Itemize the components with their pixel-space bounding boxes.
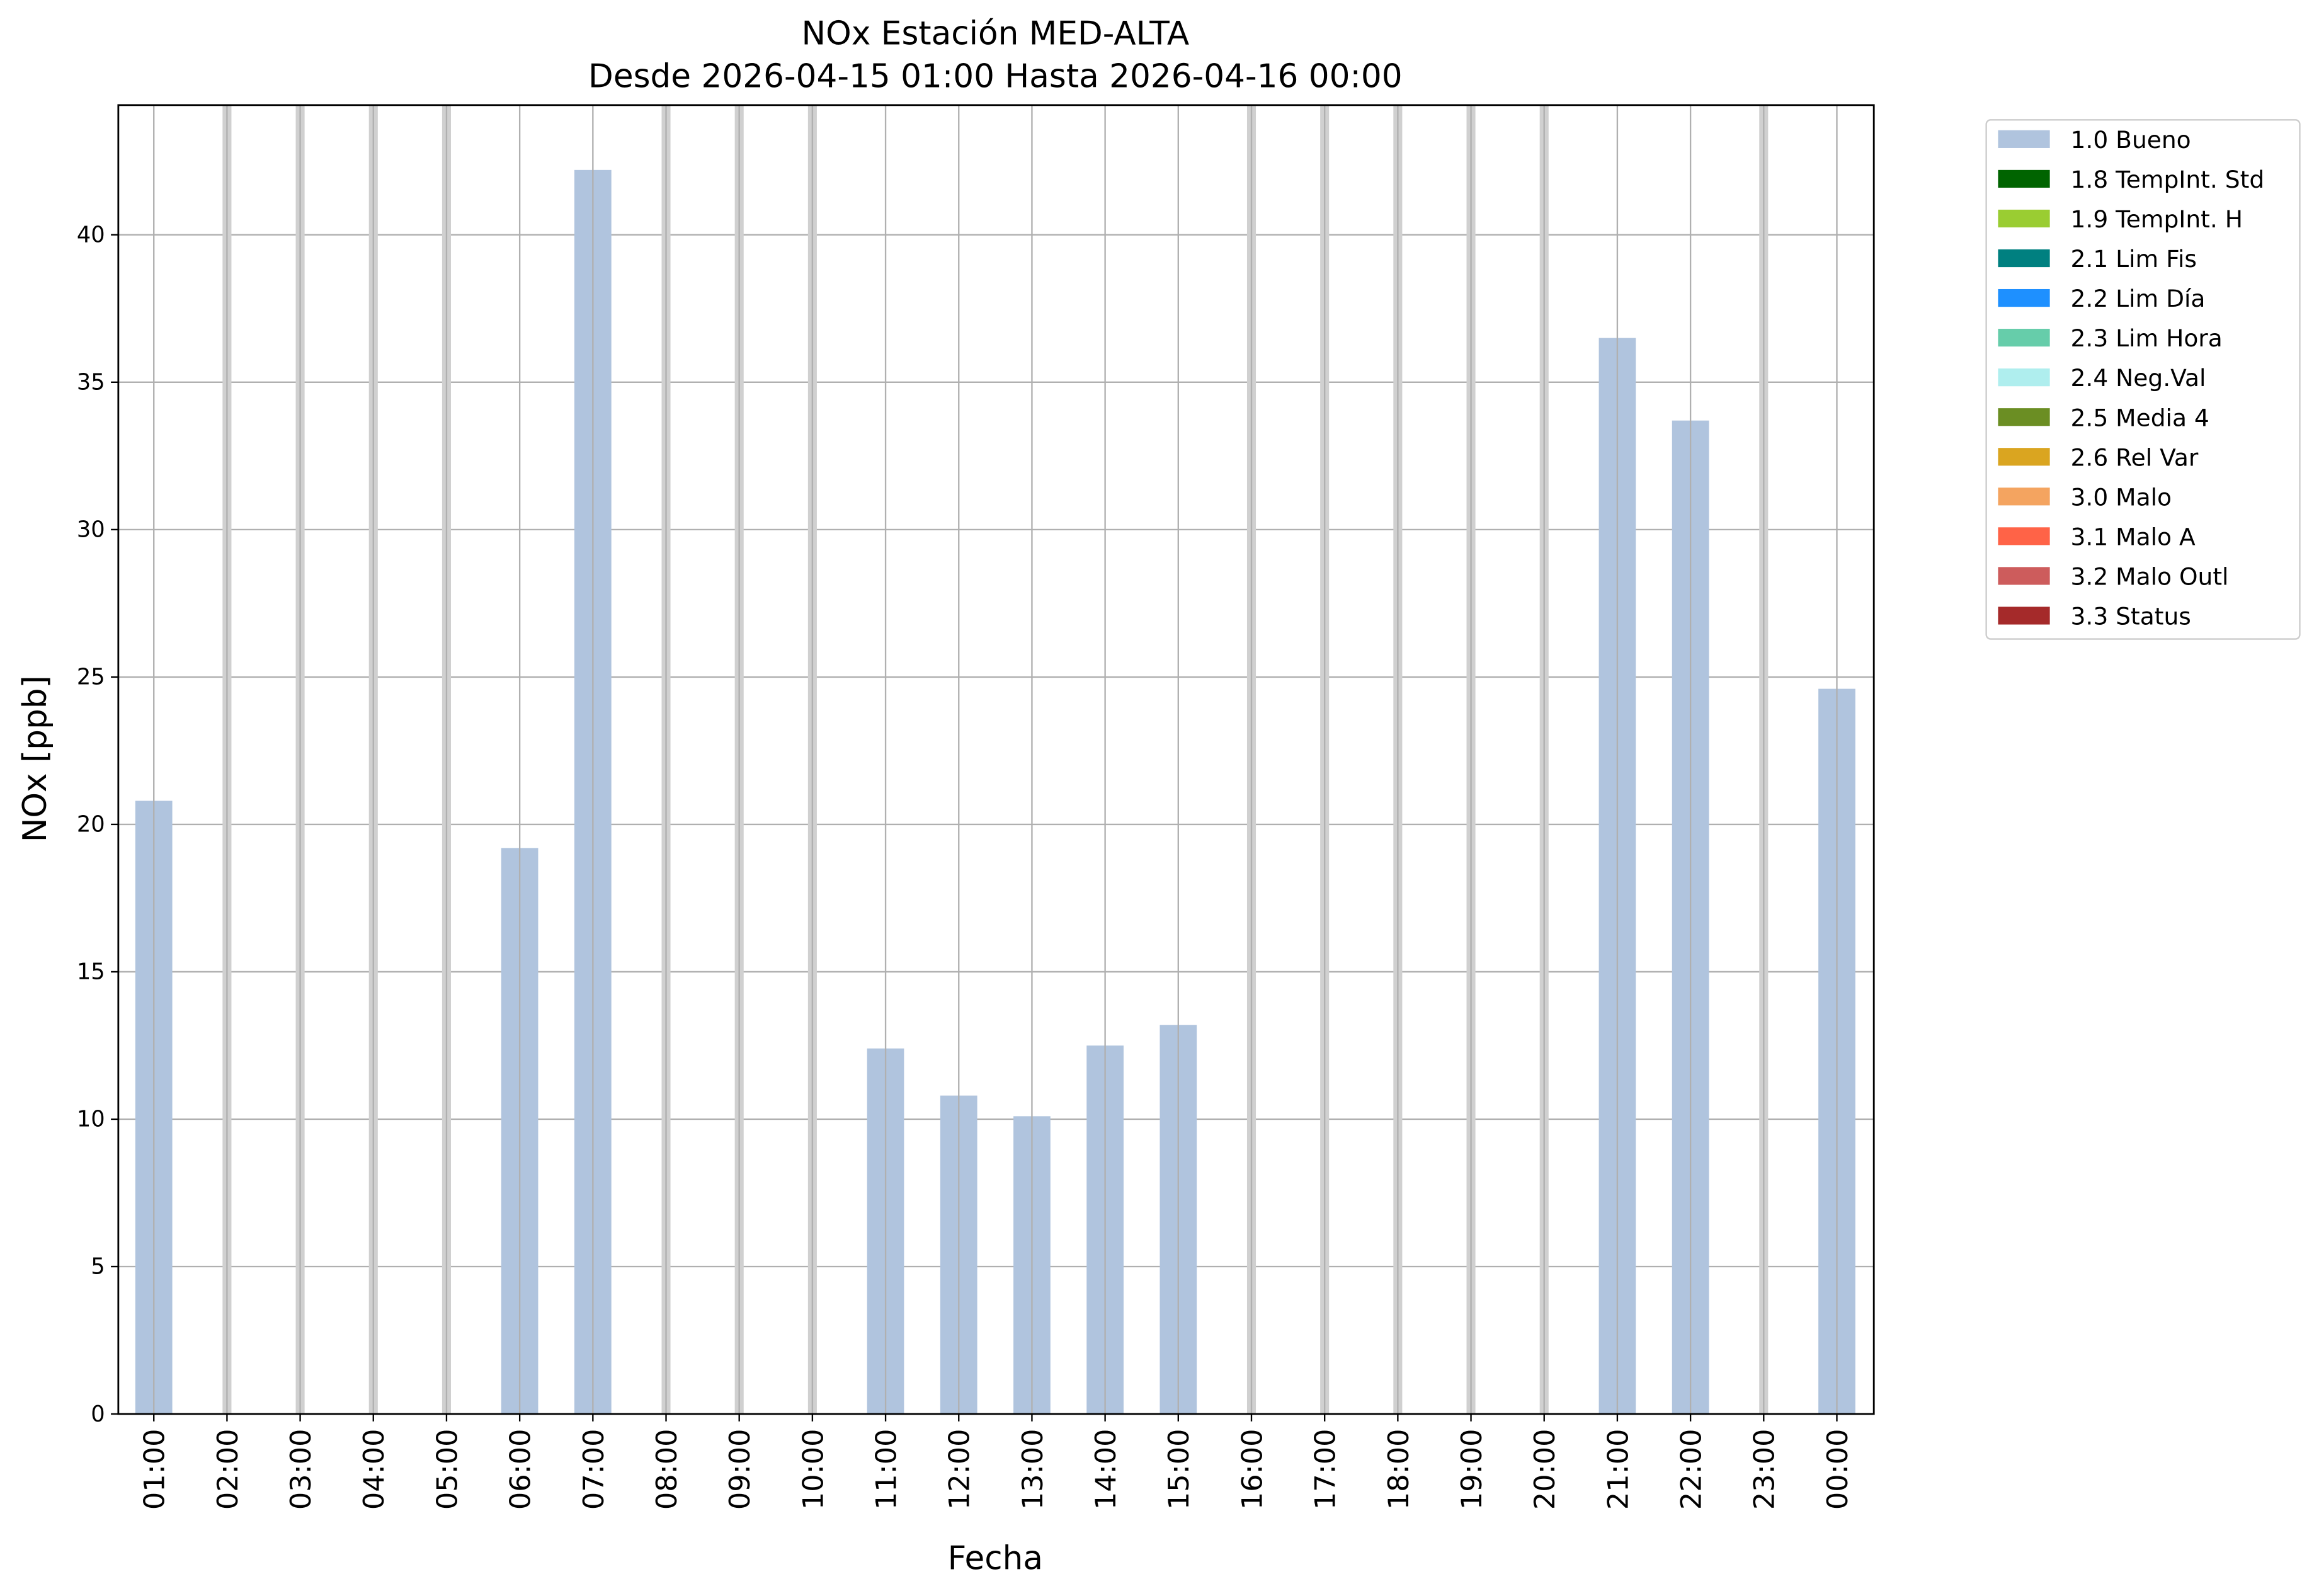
legend-label: 2.6 Rel Var (2071, 443, 2199, 471)
x-tick-label: 15:00 (1163, 1429, 1195, 1510)
x-tick-label: 01:00 (139, 1429, 171, 1510)
legend-label: 1.0 Bueno (2071, 126, 2191, 154)
legend-label: 2.3 Lim Hora (2071, 324, 2223, 352)
legend-label: 3.2 Malo Outl (2071, 563, 2229, 591)
x-tick-label: 02:00 (212, 1429, 244, 1510)
legend-swatch (1998, 448, 2050, 466)
axes: 0 5 10 15 20 25 30 35 40 01:00 02:00 03:00 04:00 05:0… (77, 222, 1854, 1510)
legend-swatch (1998, 249, 2050, 268)
x-tick-label: 16:00 (1236, 1429, 1268, 1510)
legend-box (1985, 119, 2301, 640)
y-tick-label: 25 (77, 664, 105, 690)
x-tick-label: 09:00 (724, 1429, 756, 1510)
legend-label: 3.3 Status (2071, 603, 2191, 630)
x-axis-label: Fecha (948, 1540, 1043, 1578)
x-tick-label: 13:00 (1017, 1429, 1049, 1510)
x-tick-label: 08:00 (651, 1429, 683, 1510)
legend-swatch (1998, 368, 2050, 387)
legend-swatch (1998, 487, 2050, 506)
y-tick-label: 15 (77, 959, 105, 985)
x-tick-label: 18:00 (1382, 1429, 1415, 1510)
chart-title: NOx Estación MED-ALTA (802, 15, 1190, 53)
x-tick-label: 12:00 (943, 1429, 976, 1510)
x-tick-label: 11:00 (870, 1429, 903, 1510)
y-tick-label: 10 (77, 1107, 105, 1132)
x-tick-label: 05:00 (431, 1429, 464, 1510)
legend-label: 2.4 Neg.Val (2071, 364, 2206, 392)
x-tick-label: 22:00 (1675, 1429, 1708, 1510)
x-tick-label: 10:00 (797, 1429, 829, 1510)
y-axis-label: NOx [ppb] (16, 675, 54, 842)
legend-label: 3.1 Malo A (2071, 523, 2196, 550)
legend-swatch (1998, 169, 2050, 188)
x-tick-label: 06:00 (504, 1429, 537, 1510)
y-tick-label: 0 (91, 1401, 105, 1427)
legend-label: 2.1 Lim Fis (2071, 245, 2197, 273)
x-tick-label: 14:00 (1090, 1429, 1122, 1510)
x-tick-label: 00:00 (1821, 1429, 1854, 1510)
y-tick-label: 30 (77, 517, 105, 543)
x-tick-label: 23:00 (1748, 1429, 1781, 1510)
x-tick-label: 21:00 (1602, 1429, 1634, 1510)
y-tick-label: 40 (77, 222, 105, 248)
x-tick-label: 17:00 (1309, 1429, 1342, 1510)
marks (135, 105, 1855, 1415)
x-tick-label: 19:00 (1456, 1429, 1488, 1510)
legend-swatch (1998, 329, 2050, 347)
legend-swatch (1998, 408, 2050, 426)
legend-label: 3.0 Malo (2071, 483, 2172, 511)
y-tick-label: 5 (91, 1254, 105, 1280)
legend-swatch (1998, 130, 2050, 148)
y-tick-label: 20 (77, 812, 105, 838)
legend-label: 1.8 TempInt. Std (2071, 166, 2265, 193)
x-tick-label: 07:00 (578, 1429, 610, 1510)
legend-label: 1.9 TempInt. H (2071, 205, 2243, 233)
legend-swatch (1998, 567, 2050, 585)
x-tick-label: 04:00 (358, 1429, 390, 1510)
legend-label: 2.5 Media 4 (2071, 404, 2209, 431)
legend-label: 2.2 Lim Día (2071, 285, 2206, 312)
plot-frame (117, 104, 1875, 1415)
chart-subtitle: Desde 2026-04-15 01:00 Hasta 2026-04-16 … (588, 58, 1403, 96)
legend-swatch (1998, 209, 2050, 228)
x-tick-label: 20:00 (1529, 1429, 1561, 1510)
y-tick-label: 35 (77, 370, 105, 396)
legend: 1.0 Bueno 1.8 TempInt. Std 1.9 TempInt. H 2… (1998, 126, 2264, 630)
legend-swatch (1998, 607, 2050, 625)
x-tick-label: 03:00 (285, 1429, 317, 1510)
legend-swatch (1998, 527, 2050, 545)
legend-swatch (1998, 288, 2050, 307)
